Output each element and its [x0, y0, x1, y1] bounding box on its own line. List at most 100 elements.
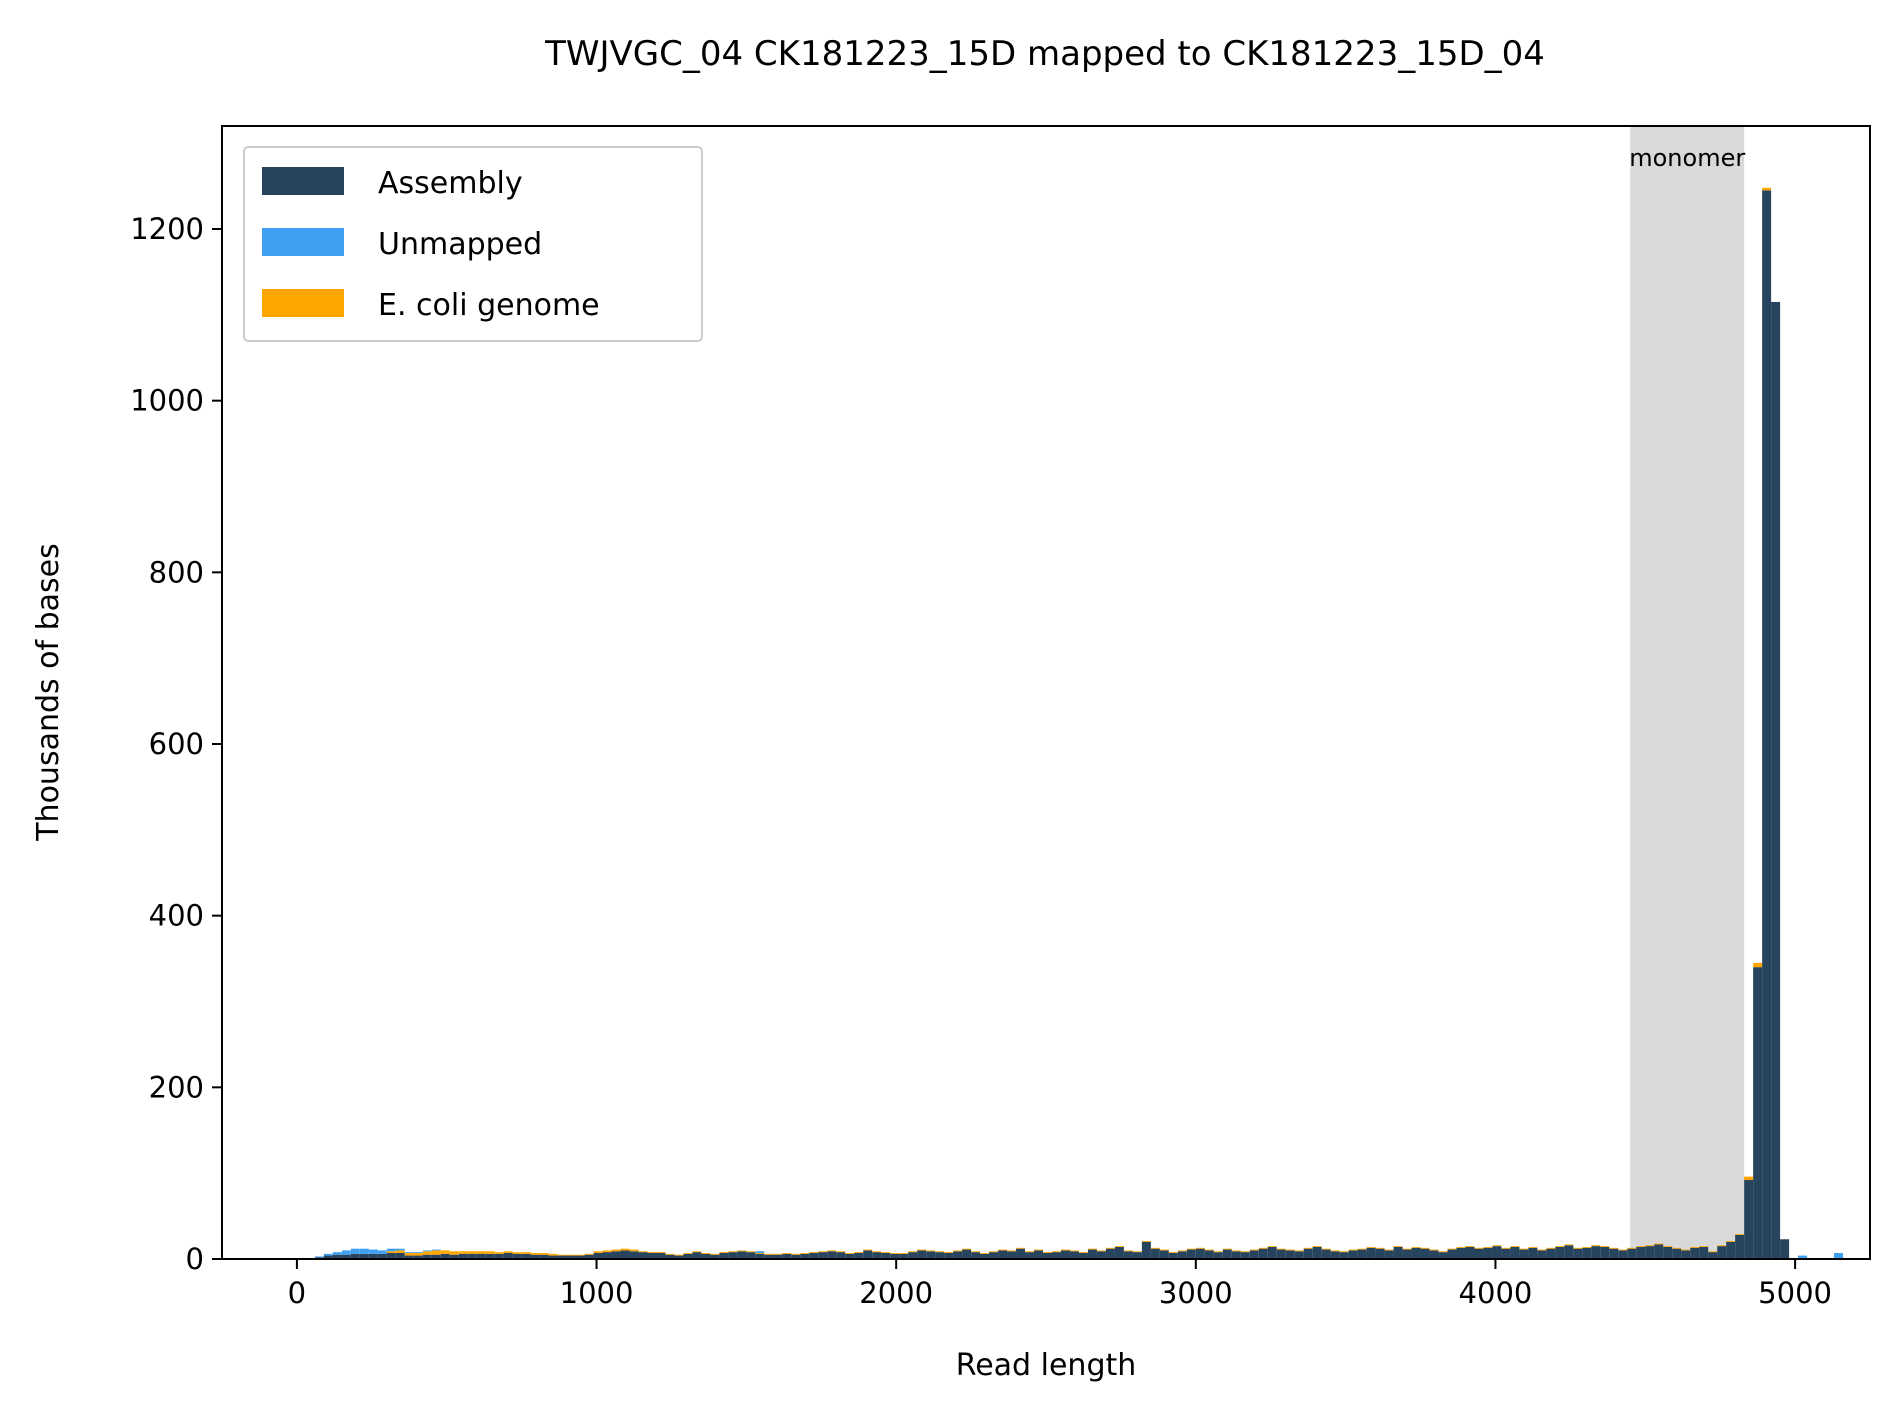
- bar-assembly-112: [1303, 1248, 1313, 1259]
- bar-e-coli-genome-149: [1636, 1246, 1646, 1247]
- bar-assembly-135: [1510, 1246, 1520, 1259]
- bar-e-coli-genome-52: [764, 1253, 774, 1255]
- bar-e-coli-genome-151: [1654, 1243, 1664, 1245]
- bar-e-coli-genome-81: [1025, 1251, 1035, 1253]
- bar-e-coli-genome-66: [890, 1252, 900, 1254]
- bar-unmapped-14: [422, 1250, 432, 1252]
- bar-assembly-137: [1528, 1247, 1538, 1259]
- bar-assembly-93: [1132, 1252, 1142, 1259]
- legend: Assembly Unmapped E. coli genome: [243, 146, 703, 342]
- bar-assembly-130: [1465, 1246, 1475, 1259]
- bar-assembly-64: [872, 1252, 882, 1259]
- bar-assembly-124: [1411, 1247, 1421, 1259]
- bar-assembly-15: [431, 1254, 441, 1259]
- legend-swatch-ecoli: [262, 289, 344, 317]
- bar-assembly-101: [1204, 1250, 1214, 1259]
- bar-assembly-89: [1096, 1251, 1106, 1259]
- bar-assembly-85: [1060, 1250, 1070, 1259]
- bar-assembly-156: [1699, 1246, 1709, 1259]
- bar-e-coli-genome-128: [1447, 1248, 1457, 1250]
- bar-assembly-30: [566, 1255, 576, 1259]
- bar-e-coli-genome-125: [1420, 1247, 1430, 1249]
- bar-e-coli-genome-21: [485, 1251, 495, 1254]
- bar-e-coli-genome-156: [1699, 1246, 1709, 1247]
- bar-e-coli-genome-124: [1411, 1246, 1421, 1248]
- bar-assembly-52: [764, 1254, 774, 1259]
- monomer-region: [1630, 126, 1745, 1259]
- bar-e-coli-genome-77: [989, 1251, 999, 1253]
- bar-e-coli-genome-88: [1087, 1248, 1097, 1250]
- bar-assembly-20: [476, 1253, 486, 1259]
- bar-e-coli-genome-93: [1132, 1251, 1142, 1253]
- bar-assembly-77: [989, 1252, 999, 1259]
- bar-assembly-37: [629, 1251, 639, 1259]
- bar-e-coli-genome-147: [1618, 1249, 1628, 1251]
- bar-assembly-118: [1357, 1249, 1367, 1259]
- bar-assembly-98: [1177, 1251, 1187, 1259]
- bar-assembly-144: [1591, 1246, 1601, 1259]
- bar-e-coli-genome-50: [746, 1251, 756, 1253]
- bar-assembly-103: [1222, 1249, 1232, 1259]
- bar-e-coli-genome-63: [863, 1249, 873, 1251]
- bar-e-coli-genome-44: [692, 1251, 702, 1253]
- bar-assembly-136: [1519, 1249, 1529, 1259]
- bar-e-coli-genome-121: [1384, 1249, 1394, 1251]
- bar-e-coli-genome-122: [1393, 1246, 1403, 1247]
- bar-e-coli-genome-53: [773, 1253, 783, 1255]
- bar-assembly-126: [1429, 1250, 1439, 1259]
- bar-e-coli-genome-154: [1681, 1249, 1691, 1251]
- bar-e-coli-genome-85: [1060, 1249, 1070, 1251]
- bar-assembly-73: [953, 1251, 963, 1259]
- bar-e-coli-genome-74: [962, 1248, 972, 1250]
- bar-assembly-82: [1034, 1250, 1044, 1259]
- bar-e-coli-genome-84: [1051, 1251, 1061, 1253]
- bar-e-coli-genome-95: [1150, 1247, 1160, 1249]
- y-tick-label-6: 1200: [130, 212, 204, 246]
- bar-assembly-44: [692, 1252, 702, 1259]
- bar-e-coli-genome-98: [1177, 1250, 1187, 1252]
- bar-assembly-90: [1105, 1248, 1115, 1259]
- bar-assembly-66: [890, 1253, 900, 1259]
- bar-assembly-69: [917, 1250, 927, 1259]
- bar-assembly-45: [701, 1253, 711, 1259]
- bar-e-coli-genome-33: [593, 1251, 603, 1253]
- bar-e-coli-genome-96: [1159, 1249, 1169, 1251]
- bar-assembly-119: [1366, 1247, 1376, 1259]
- bar-assembly-120: [1375, 1248, 1385, 1259]
- bar-e-coli-genome-109: [1276, 1248, 1286, 1250]
- bar-e-coli-genome-142: [1573, 1247, 1583, 1249]
- bar-e-coli-genome-41: [665, 1253, 675, 1255]
- bar-e-coli-genome-25: [521, 1252, 531, 1254]
- x-tick-label-1: 1000: [560, 1276, 634, 1310]
- y-tick-label-0: 0: [186, 1242, 204, 1276]
- bar-assembly-147: [1618, 1250, 1628, 1259]
- bar-assembly-152: [1663, 1246, 1673, 1259]
- bar-assembly-78: [998, 1250, 1008, 1259]
- bar-assembly-68: [908, 1252, 918, 1259]
- bar-e-coli-genome-159: [1726, 1240, 1736, 1242]
- bar-e-coli-genome-163: [1762, 187, 1772, 191]
- x-tick-label-5: 5000: [1758, 1276, 1832, 1310]
- bar-e-coli-genome-102: [1213, 1251, 1223, 1253]
- bar-e-coli-genome-28: [548, 1253, 558, 1256]
- bar-assembly-127: [1438, 1252, 1448, 1259]
- bar-assembly-161: [1744, 1180, 1754, 1259]
- bar-e-coli-genome-146: [1609, 1247, 1619, 1249]
- bar-assembly-6: [350, 1253, 360, 1259]
- bar-e-coli-genome-137: [1528, 1246, 1538, 1248]
- bar-e-coli-genome-103: [1222, 1248, 1232, 1250]
- bars-group: [305, 187, 1844, 1259]
- bar-e-coli-genome-46: [710, 1253, 720, 1255]
- x-tick-label-3: 3000: [1159, 1276, 1233, 1310]
- bar-e-coli-genome-30: [566, 1254, 576, 1256]
- bar-assembly-53: [773, 1254, 783, 1259]
- bar-assembly-145: [1600, 1246, 1610, 1259]
- legend-box: [243, 146, 703, 342]
- bar-e-coli-genome-130: [1465, 1246, 1475, 1247]
- bar-assembly-7: [359, 1253, 369, 1259]
- bar-e-coli-genome-89: [1096, 1250, 1106, 1252]
- bar-assembly-131: [1474, 1248, 1484, 1259]
- bar-assembly-46: [710, 1254, 720, 1259]
- bar-assembly-163: [1762, 190, 1772, 1259]
